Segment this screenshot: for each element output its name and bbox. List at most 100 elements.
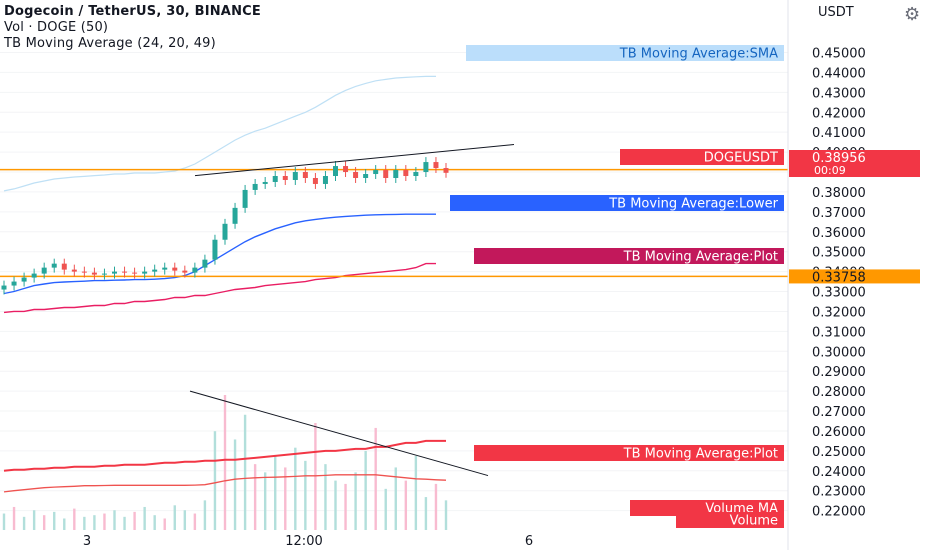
volume-bar <box>354 472 357 530</box>
price-tick-label: 0.25000 <box>812 445 866 460</box>
volume-bar <box>22 516 26 530</box>
horizontal-levels <box>0 168 788 278</box>
volume-bar <box>344 483 347 530</box>
tag-sma[interactable]: TB Moving Average:SMA <box>466 45 784 62</box>
tag-symbol[interactable]: DOGEUSDT <box>620 149 784 166</box>
gear-icon[interactable]: ⚙ <box>904 4 921 25</box>
candle-body <box>252 183 258 190</box>
price-tick-label: 0.22000 <box>812 505 866 520</box>
volume-bar <box>404 480 408 530</box>
tag-sma-text: TB Moving Average:SMA <box>619 47 778 62</box>
candle-body <box>353 172 359 178</box>
tag-lower[interactable]: TB Moving Average:Lower <box>450 195 784 212</box>
sma-line <box>3 75 436 192</box>
volume-bar <box>284 467 287 530</box>
candle-body <box>51 263 57 268</box>
volume-bar <box>263 472 267 530</box>
candle-body <box>112 271 117 274</box>
volume-bar <box>103 513 106 530</box>
volume-bar <box>434 483 438 530</box>
price-tick-label: 0.43000 <box>812 86 866 101</box>
candle-body <box>322 176 328 184</box>
tb-indicator-label[interactable]: TB Moving Average (24, 20, 49) <box>4 36 216 51</box>
time-tick-label: 6 <box>525 534 533 549</box>
tag-symbol-text: DOGEUSDT <box>704 151 778 166</box>
tag-plot-bg <box>474 248 784 264</box>
volume-bar <box>63 518 66 530</box>
current-price-bg <box>789 150 920 177</box>
volume-bar <box>364 450 367 530</box>
candle-body <box>192 267 198 273</box>
candle-body <box>71 269 77 272</box>
price-tick-label: 0.23000 <box>812 485 866 500</box>
volume-ma-line <box>3 474 447 493</box>
candle-body <box>302 172 308 178</box>
symbol-title[interactable]: Dogecoin / TetherUS, 30, BINANCE <box>4 4 261 19</box>
volume-indicator-label[interactable]: Vol · DOGE (50) <box>4 20 109 35</box>
tag-plot[interactable]: TB Moving Average:Plot <box>474 248 784 265</box>
candle-body <box>312 177 318 184</box>
volume-bar <box>113 510 116 530</box>
volume-bar <box>32 510 36 530</box>
candle-body <box>11 281 17 286</box>
candle-body <box>443 168 449 173</box>
candle-body <box>1 285 7 290</box>
candle-body <box>31 273 37 278</box>
candle-body <box>81 271 87 273</box>
volume-bar <box>143 506 146 530</box>
resistance-trendline <box>194 144 515 177</box>
lower-band-line <box>3 213 436 295</box>
candle-body <box>403 170 409 177</box>
time-tick-label: 12:00 <box>285 534 322 549</box>
candle-body <box>393 170 399 178</box>
price-tick-label: 0.29000 <box>812 365 866 380</box>
volume-bar <box>444 500 448 530</box>
tag-plot-text: TB Moving Average:Plot <box>623 250 778 265</box>
candle-body <box>132 272 138 274</box>
tag-symbol-bg <box>620 149 784 165</box>
price-tick-label: 0.37000 <box>812 206 866 221</box>
candle-body <box>21 277 27 282</box>
price-tick-label: 0.26000 <box>812 425 866 440</box>
volume-bar <box>93 515 96 530</box>
candle-body <box>212 239 218 260</box>
grid <box>0 52 788 512</box>
volume-bar <box>334 480 337 530</box>
candle-body <box>262 181 268 184</box>
volume-bar <box>414 455 418 530</box>
candle-body <box>423 162 429 173</box>
price-tick-label: 0.31000 <box>812 325 866 340</box>
candle-body <box>122 271 128 273</box>
moving-average-lines <box>3 75 436 314</box>
volume-bar <box>153 515 156 530</box>
candle-body <box>433 162 439 169</box>
price-tick-label: 0.42000 <box>812 106 866 121</box>
candle-body <box>272 176 278 182</box>
volume-tb-plot-line <box>3 439 446 472</box>
volume-bar <box>42 515 46 530</box>
volume-bar <box>394 467 397 530</box>
candle-body <box>202 259 208 268</box>
volume-bar <box>2 513 6 530</box>
candle-body <box>343 166 349 173</box>
volume-bar <box>12 506 16 530</box>
price-tick-label: 0.44000 <box>812 66 866 81</box>
price-tick-label: 0.27000 <box>812 405 866 420</box>
candle-body <box>91 272 97 275</box>
tag-volume-plot[interactable]: TB Moving Average:Plot <box>474 445 784 462</box>
price-tick-label: 0.32000 <box>812 305 866 320</box>
time-tick-label: 3 <box>83 534 91 549</box>
candlesticks <box>1 157 449 295</box>
volume-lines <box>3 439 447 493</box>
volume-bar <box>163 518 166 530</box>
volume-bar <box>233 439 237 530</box>
price-axis: USDT 0.45000 0.44000 0.43000 0.42000 0.41000 0… <box>787 0 920 550</box>
candle-body <box>373 170 379 175</box>
price-tick-label: 0.41000 <box>812 126 866 141</box>
candle-body <box>162 267 168 270</box>
tag-volume[interactable]: Volume <box>676 512 784 529</box>
volume-bar <box>53 511 56 530</box>
price-tick-label: 0.38000 <box>812 186 866 201</box>
candle-body <box>242 189 248 208</box>
